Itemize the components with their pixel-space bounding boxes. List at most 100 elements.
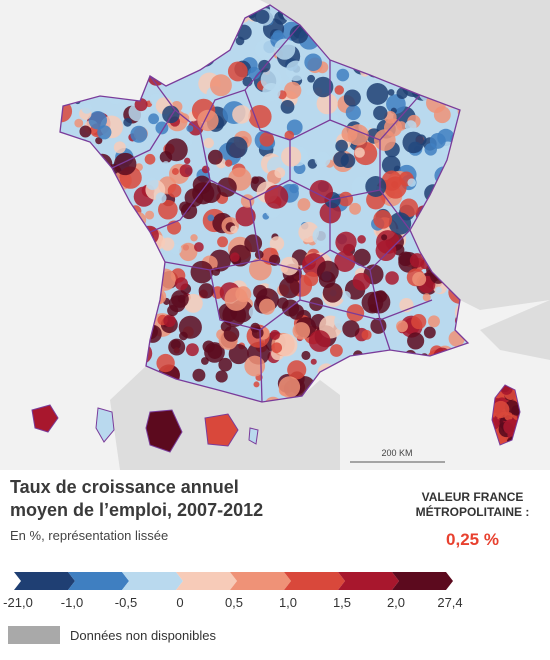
surface-blob <box>312 76 334 98</box>
surface-blob <box>224 287 249 311</box>
surface-blob <box>381 155 401 175</box>
surface-blob <box>387 89 395 96</box>
map-subtitle: En %, représentation lissée <box>10 528 169 543</box>
surface-blob <box>186 343 199 357</box>
surface-blob <box>297 198 311 211</box>
map: 200 KM <box>0 0 550 470</box>
map-title: Taux de croissance annuel moyen de l’emp… <box>10 477 264 520</box>
surface-blob <box>274 38 296 60</box>
surface-blob <box>178 315 202 339</box>
surface-blob <box>264 184 289 209</box>
surface-blob <box>399 198 419 218</box>
surface-blob <box>407 178 416 187</box>
surface-blob <box>223 326 240 342</box>
surface-blob <box>203 137 214 149</box>
inset <box>145 409 183 453</box>
surface-blob <box>230 225 238 234</box>
surface-blob <box>209 74 232 97</box>
surface-blob <box>308 330 331 352</box>
surface-blob <box>167 183 182 198</box>
surface-blob <box>345 104 361 121</box>
surface-blob <box>161 237 175 251</box>
legend-break-label: 0 <box>176 595 183 610</box>
inset <box>204 413 239 447</box>
surface-blob <box>95 137 103 145</box>
legend-class <box>68 572 129 590</box>
inset <box>248 427 259 445</box>
surface-blob <box>303 271 319 287</box>
surface-blob <box>357 235 366 244</box>
inset-shape <box>204 413 239 447</box>
surface-blob <box>159 150 173 164</box>
surface-blob <box>198 283 214 299</box>
surface-blob <box>217 177 237 198</box>
legend-break-label: 1,5 <box>333 595 351 610</box>
surface-blob <box>180 202 198 220</box>
surface-blob <box>353 248 371 267</box>
legend-class <box>392 572 453 590</box>
surface-blob <box>361 329 372 340</box>
surface-blob <box>114 152 137 176</box>
surface-blob <box>232 105 251 124</box>
surface-blob <box>349 202 362 215</box>
surface-blob <box>227 61 248 82</box>
surface-blob <box>411 313 427 330</box>
surface-blob <box>361 291 384 314</box>
surface-blob <box>343 89 361 107</box>
surface-blob <box>224 159 233 167</box>
neighbor-land <box>230 0 550 310</box>
surface-blob <box>340 291 351 301</box>
surface-blob <box>388 212 412 235</box>
surface-blob <box>113 141 126 154</box>
surface-blob <box>269 329 281 340</box>
surface-blob <box>184 188 204 207</box>
legend-class <box>230 572 291 590</box>
surface-blob <box>288 304 305 320</box>
surface-blob <box>396 87 408 100</box>
surface-blob <box>342 320 360 338</box>
legend: -21,0 -1,0 -0,5 0 0,5 1,0 1,5 2,0 27,4 Données no… <box>3 572 463 644</box>
surface-blob <box>156 353 175 373</box>
surface-blob <box>292 322 311 340</box>
surface-blob <box>285 60 307 82</box>
legend-class <box>176 572 237 590</box>
legend-class <box>338 572 399 590</box>
surface-blob <box>305 89 313 96</box>
surface-blob <box>207 149 223 165</box>
inset-shape <box>31 404 59 433</box>
inset-shape <box>248 427 259 445</box>
surface-blob <box>280 256 299 276</box>
surface-blob <box>207 214 215 222</box>
surface-blob <box>334 85 344 95</box>
surface-blob <box>123 117 132 127</box>
surface-blob <box>373 210 393 229</box>
surface-blob <box>381 170 402 191</box>
legend-class <box>284 572 345 590</box>
inset-shape <box>95 407 115 443</box>
surface-blob <box>248 105 272 129</box>
surface-blob <box>407 332 425 350</box>
surface-blob <box>412 272 427 287</box>
surface-blob <box>255 9 270 24</box>
surface-blob <box>301 350 311 360</box>
surface-blob <box>370 317 387 334</box>
surface-blob <box>244 234 263 253</box>
surface-blob <box>304 53 322 72</box>
surface-blob <box>274 167 286 179</box>
region-border <box>111 109 176 169</box>
surface-blob <box>88 111 108 130</box>
region-borders <box>59 4 469 403</box>
surface-blob <box>278 376 301 398</box>
surface-blob <box>314 151 331 168</box>
surface-blob <box>74 118 84 128</box>
surface-blob <box>316 93 338 115</box>
surface-blob <box>259 132 275 147</box>
region-border <box>149 179 211 233</box>
surface-blob <box>194 242 204 252</box>
surface-blob <box>366 83 389 105</box>
inset <box>95 407 115 443</box>
surface-blob <box>162 105 180 124</box>
surface-blob <box>253 381 260 388</box>
surface-blob <box>190 234 198 242</box>
surface-blob <box>336 68 350 82</box>
